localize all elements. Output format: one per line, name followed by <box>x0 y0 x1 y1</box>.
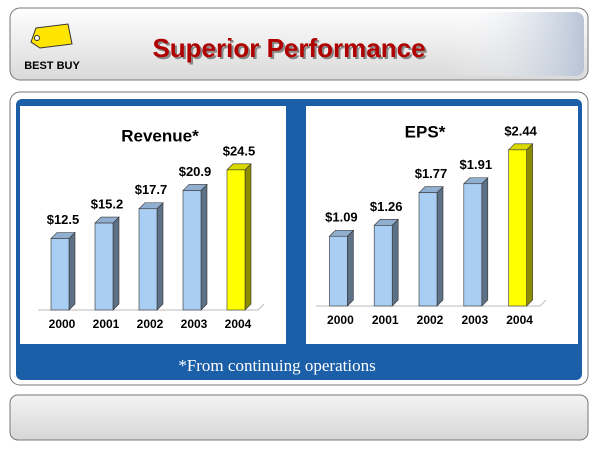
value-label: $17.7 <box>135 182 168 197</box>
bar-side <box>68 231 76 311</box>
footnote: *From continuing operations <box>178 356 375 375</box>
header-photo <box>450 12 584 76</box>
bar-side <box>481 177 489 307</box>
bar <box>138 208 158 311</box>
value-label: $2.44 <box>504 123 537 138</box>
logo-text: BEST BUY <box>24 60 80 72</box>
bar <box>94 222 114 311</box>
bar <box>50 238 70 311</box>
value-label: $1.77 <box>415 166 448 181</box>
x-tick-label: 2002 <box>137 317 164 331</box>
bar-side <box>112 216 120 311</box>
header-box <box>9 7 589 81</box>
bar <box>508 149 527 307</box>
bar <box>182 190 202 311</box>
title: Superior Performance <box>152 33 425 63</box>
x-tick-label: 2000 <box>327 313 354 327</box>
bar <box>418 192 438 307</box>
bar-side <box>347 229 354 307</box>
x-tick-label: 2004 <box>506 313 533 327</box>
value-label: $20.9 <box>179 164 212 179</box>
bar-side <box>244 163 252 311</box>
bar <box>373 225 393 307</box>
value-label: $1.09 <box>325 210 358 225</box>
bar-side <box>526 143 533 307</box>
logo-tag <box>30 23 73 49</box>
value-label: $15.2 <box>91 196 124 211</box>
x-tick-label: 2003 <box>461 313 488 327</box>
title-shadow: Superior Performance <box>154 35 427 65</box>
footer-box <box>9 394 589 441</box>
bar-side <box>200 183 208 311</box>
bar <box>226 169 246 311</box>
value-label: $24.5 <box>223 143 256 158</box>
bar-side <box>156 202 164 311</box>
x-tick-label: 2001 <box>93 317 120 331</box>
x-tick-label: 2002 <box>417 313 444 327</box>
logo-hole <box>34 35 40 41</box>
x-tick-label: 2001 <box>372 313 399 327</box>
value-label: $1.91 <box>460 157 493 172</box>
chart-title: Revenue* <box>121 126 199 145</box>
bar-side <box>436 185 444 307</box>
value-label: $12.5 <box>47 212 80 227</box>
x-tick-label: 2004 <box>225 317 252 331</box>
bar <box>463 183 483 307</box>
bar-side <box>391 218 399 307</box>
bar <box>329 235 348 307</box>
chart-title: EPS* <box>405 122 446 141</box>
x-tick-label: 2000 <box>49 317 76 331</box>
x-tick-label: 2003 <box>181 317 208 331</box>
value-label: $1.26 <box>370 199 403 214</box>
